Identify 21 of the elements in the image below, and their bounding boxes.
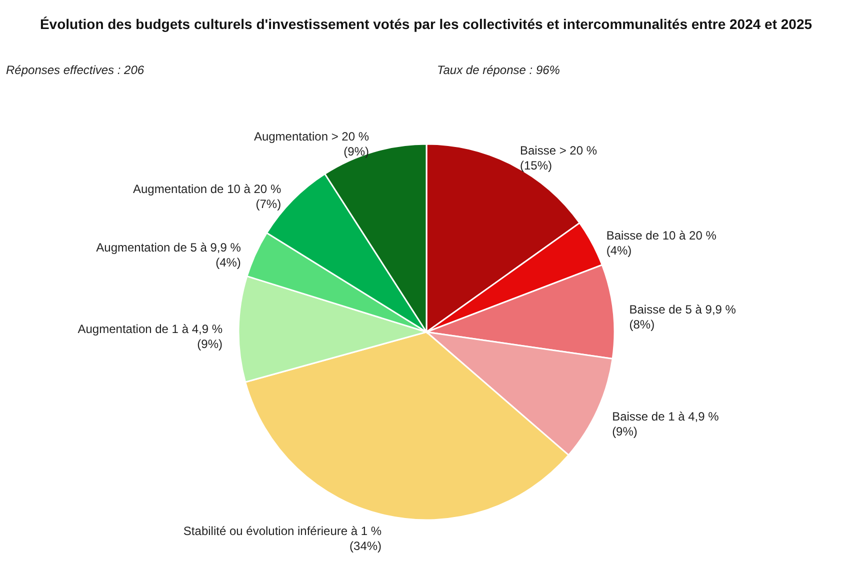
data-label: (9%): [197, 336, 223, 351]
slice-label: Augmentation > 20 %: [254, 129, 370, 144]
text: Taux de réponse : 96%: [437, 63, 560, 77]
text: Réponses effectives : 206: [6, 63, 144, 77]
data-label: (34%): [350, 538, 382, 553]
slice-label: Baisse de 1 à 4,9 %: [612, 410, 720, 424]
slice-label: Baisse de 10 à 20 %: [606, 228, 717, 243]
data-label: (7%): [256, 196, 282, 211]
data-label: (8%): [629, 317, 655, 332]
slice-label: Baisse > 20 %: [520, 144, 598, 158]
data-label: (9%): [612, 424, 638, 439]
slice-label: Baisse de 5 à 9,9 %: [629, 302, 736, 316]
slice-label: Augmentation de 5 à 9,9 %: [96, 240, 242, 254]
slice-label: Augmentation de 10 à 20 %: [133, 182, 282, 196]
data-label: (15%): [520, 158, 552, 173]
chart-title: Évolution des budgets culturels d'investissement votés par les collectivités et intercommunalités entre 2024 et 2025: [40, 16, 812, 32]
slice-label: Augmentation de 1 à 4,9 %: [78, 322, 223, 336]
data-label: (4%): [216, 255, 241, 270]
data-label: (9%): [344, 144, 370, 158]
data-label: (4%): [606, 244, 632, 258]
slice-label: Stabilité ou évolution inférieure à 1 %: [183, 524, 382, 538]
